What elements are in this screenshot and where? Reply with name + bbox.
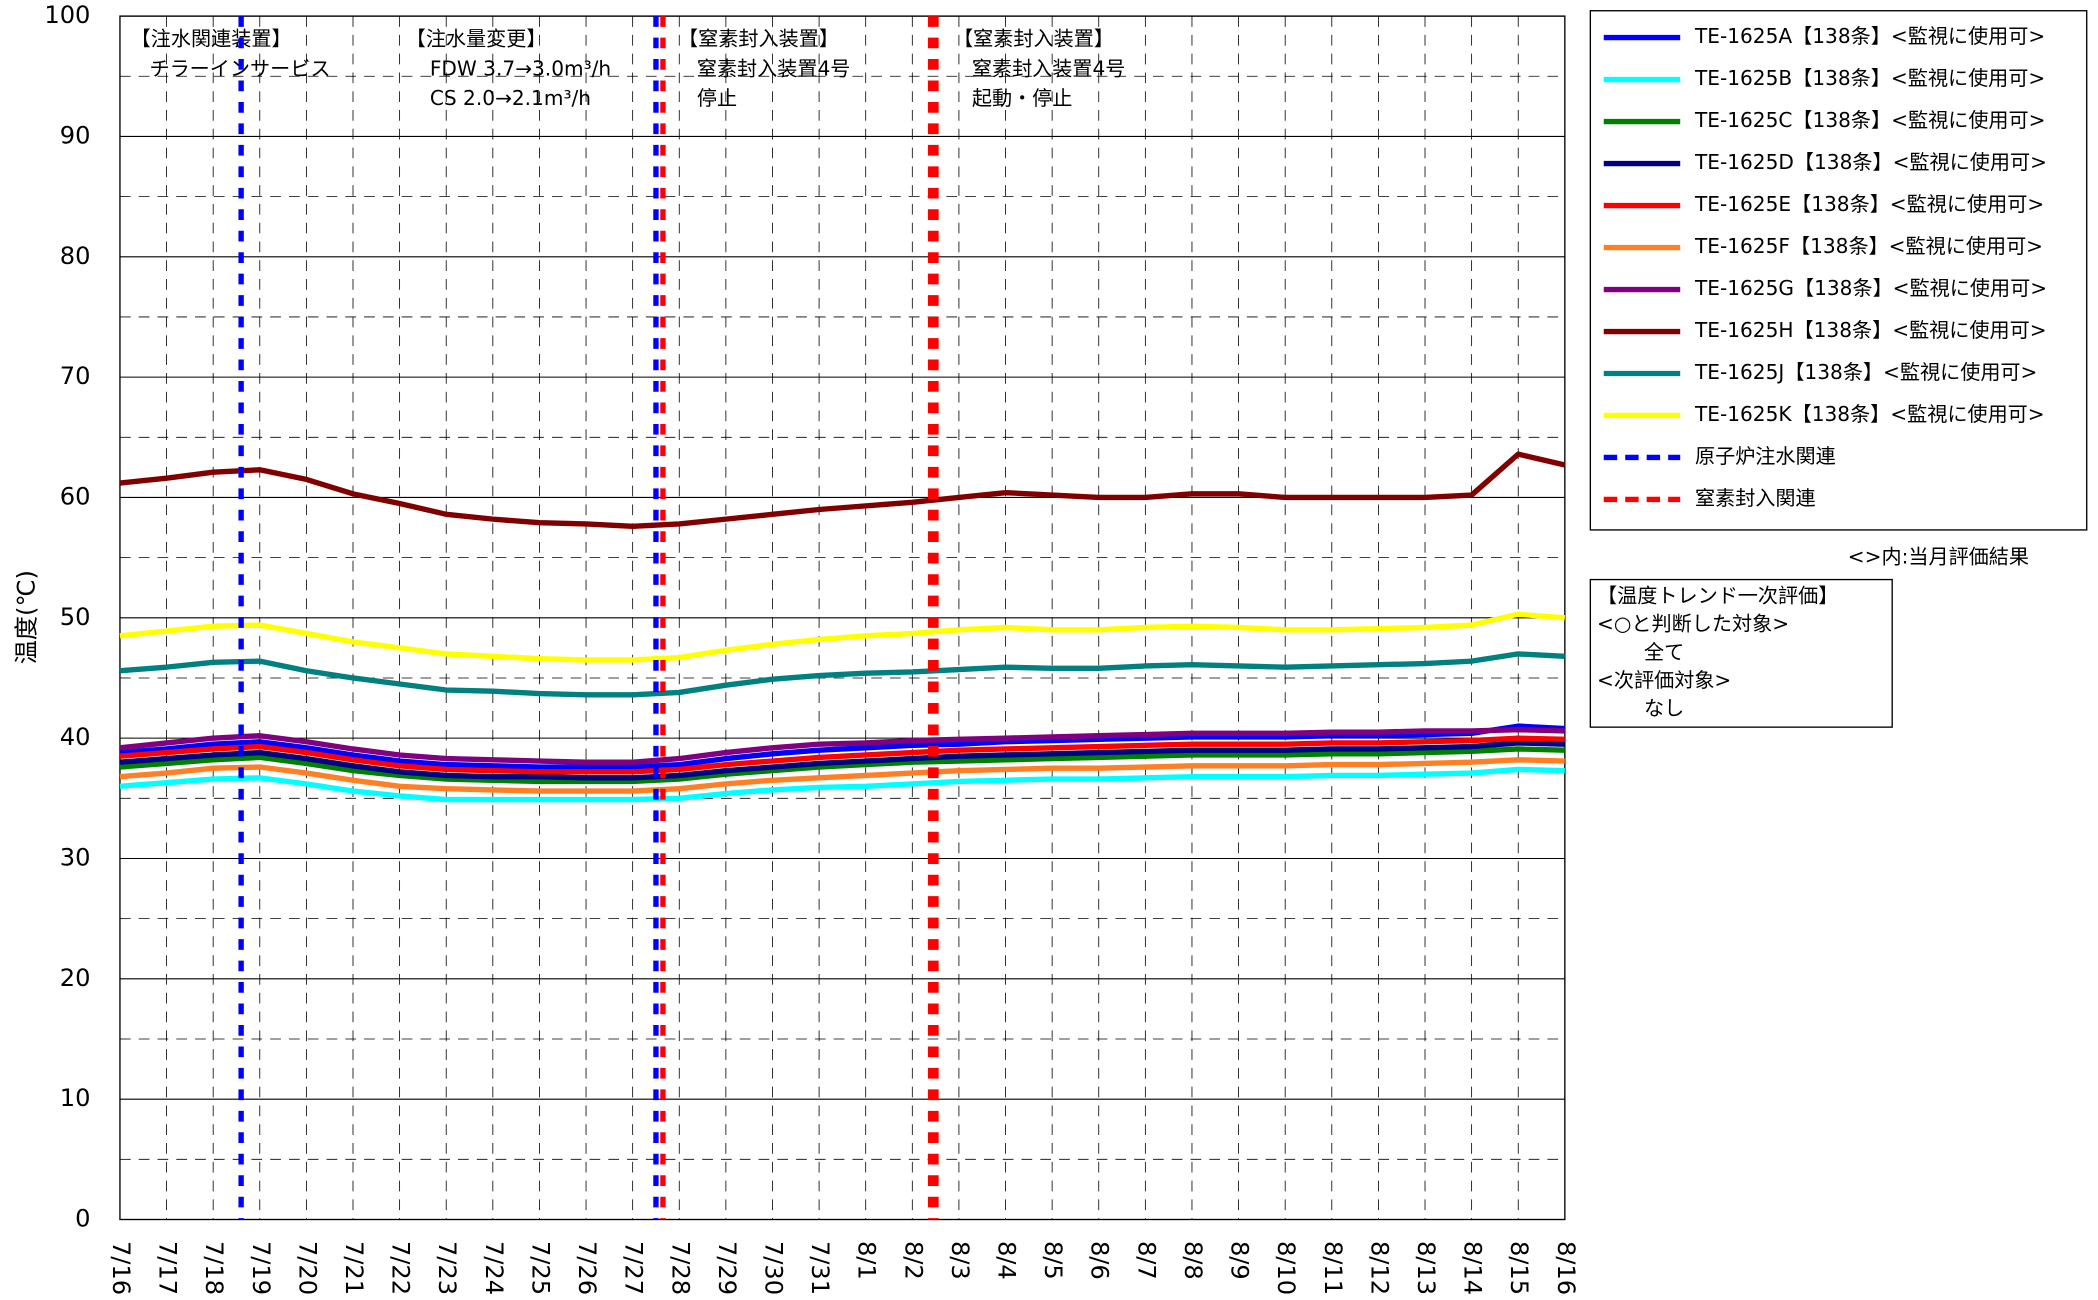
evaluation-text: 全て xyxy=(1644,640,1684,664)
x-tick-label: 7/30 xyxy=(759,1241,787,1295)
x-tick-label: 7/31 xyxy=(806,1241,834,1295)
legend-label: TE-1625D【138条】<監視に使用可> xyxy=(1694,150,2047,174)
x-tick-label: 7/22 xyxy=(387,1241,415,1295)
evaluation-box xyxy=(1589,578,1893,728)
series-line xyxy=(119,451,1566,530)
series-line xyxy=(119,723,1565,770)
evaluation-text: なし xyxy=(1644,696,1684,720)
y-tick-label: 50 xyxy=(60,603,91,631)
x-tick-label: 7/18 xyxy=(200,1241,228,1295)
y-tick-label: 90 xyxy=(60,121,91,149)
legend-label: TE-1625F【138条】<監視に使用可> xyxy=(1694,234,2043,258)
annotation: 起動・停止 xyxy=(972,86,1073,110)
x-tick-label: 8/11 xyxy=(1319,1241,1347,1295)
y-tick-label: 40 xyxy=(60,723,91,751)
annotation: 【注水関連装置】 xyxy=(131,27,292,51)
legend-label: 原子炉注水関連 xyxy=(1695,444,1836,468)
y-tick-label: 30 xyxy=(60,843,91,871)
legend-label: TE-1625G【138条】<監視に使用可> xyxy=(1694,276,2047,300)
x-tick-label: 8/8 xyxy=(1179,1241,1207,1280)
y-axis-label: 温度(℃) xyxy=(12,570,40,664)
x-tick-label: 7/23 xyxy=(433,1241,461,1295)
x-tick-label: 7/24 xyxy=(480,1241,508,1295)
y-tick-label: 70 xyxy=(60,362,91,390)
series-line xyxy=(119,735,1565,775)
x-tick-label: 7/29 xyxy=(713,1241,741,1295)
legend-label: TE-1625E【138条】<監視に使用可> xyxy=(1694,192,2044,216)
y-tick-label: 0 xyxy=(75,1205,90,1233)
x-tick-label: 7/25 xyxy=(526,1241,554,1295)
series-line xyxy=(119,651,1565,698)
x-tick-label: 7/27 xyxy=(620,1241,648,1295)
x-tick-label: 7/28 xyxy=(666,1241,694,1295)
x-tick-label: 7/21 xyxy=(340,1241,368,1295)
x-tick-label: 8/5 xyxy=(1039,1241,1067,1280)
annotation: 窒素封入装置4号 xyxy=(697,56,851,80)
annotation: 【窒素封入装置】 xyxy=(678,27,839,51)
x-tick-label: 7/19 xyxy=(247,1241,275,1295)
x-tick-label: 8/10 xyxy=(1272,1241,1300,1295)
x-tick-label: 7/16 xyxy=(107,1241,135,1295)
y-tick-label: 80 xyxy=(60,242,91,270)
x-tick-label: 8/2 xyxy=(899,1241,927,1280)
x-tick-label: 8/4 xyxy=(993,1241,1021,1280)
series-line xyxy=(119,727,1565,765)
legend-label: TE-1625B【138条】<監視に使用可> xyxy=(1694,66,2045,90)
annotation: 窒素封入装置4号 xyxy=(972,56,1126,80)
annotation: CS 2.0→2.1m³/h xyxy=(430,86,591,110)
x-tick-label: 8/15 xyxy=(1505,1241,1533,1295)
x-tick-label: 8/9 xyxy=(1226,1241,1254,1280)
legend-box xyxy=(1589,10,2088,531)
series-line xyxy=(119,746,1565,785)
annotation: 【注水量変更】 xyxy=(406,27,547,51)
x-tick-label: 8/14 xyxy=(1459,1241,1487,1295)
x-tick-label: 8/6 xyxy=(1086,1241,1114,1280)
series-line xyxy=(119,611,1566,663)
evaluation-text: <○と判断した対象> xyxy=(1597,612,1789,636)
x-tick-label: 7/20 xyxy=(293,1241,321,1295)
series-line xyxy=(119,740,1565,781)
annotation: 【窒素封入装置】 xyxy=(953,27,1114,51)
x-tick-label: 8/12 xyxy=(1365,1241,1393,1295)
annotation: 停止 xyxy=(697,86,737,110)
x-tick-label: 8/16 xyxy=(1552,1241,1580,1295)
legend-label: TE-1625C【138条】<監視に使用可> xyxy=(1694,108,2046,132)
series-line xyxy=(119,757,1565,794)
y-tick-label: 10 xyxy=(60,1084,91,1112)
evaluation-text: <次評価対象> xyxy=(1597,668,1731,692)
x-tick-label: 8/1 xyxy=(853,1241,881,1280)
y-tick-label: 60 xyxy=(60,482,91,510)
x-tick-label: 7/17 xyxy=(154,1241,182,1295)
x-tick-label: 7/26 xyxy=(573,1241,601,1295)
legend-label: TE-1625A【138条】<監視に使用可> xyxy=(1694,24,2045,48)
evaluation-text: 【温度トレンド一次評価】 xyxy=(1597,584,1838,608)
annotation: FDW 3.7→3.0m³/h xyxy=(430,56,611,80)
series-line xyxy=(119,766,1565,803)
x-tick-label: 8/13 xyxy=(1412,1241,1440,1295)
x-tick-label: 8/3 xyxy=(946,1241,974,1280)
legend-label: 窒素封入関連 xyxy=(1695,486,1816,510)
legend-note: <>内:当月評価結果 xyxy=(1848,545,2029,569)
legend-label: TE-1625J【138条】<監視に使用可> xyxy=(1694,360,2037,384)
y-tick-label: 100 xyxy=(44,1,90,29)
x-tick-label: 8/7 xyxy=(1132,1241,1160,1280)
y-tick-label: 20 xyxy=(60,964,91,992)
legend-label: TE-1625K【138条】<監視に使用可> xyxy=(1694,402,2045,426)
legend-label: TE-1625H【138条】<監視に使用可> xyxy=(1694,318,2047,342)
